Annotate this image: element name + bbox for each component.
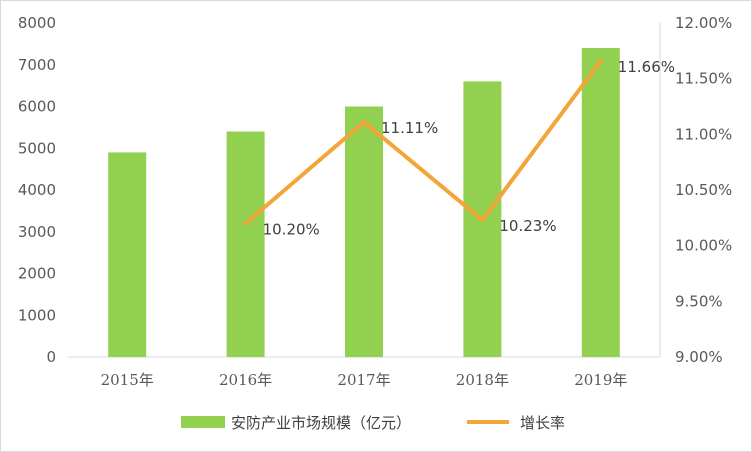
- legend: 安防产业市场规模（亿元） 增长率: [181, 414, 565, 432]
- legend-line-label: 增长率: [520, 414, 565, 432]
- x-tick-label: 2016年: [219, 371, 272, 389]
- y-left-tick-label: 8000: [18, 14, 56, 32]
- bar: [226, 131, 265, 357]
- y-left-tick-label: 2000: [18, 265, 56, 283]
- axes: 0 1000 2000 3000 4000 5000 6000 7000 8000 9.00% 9.…: [18, 14, 732, 389]
- y-right-tick-label: 11.00%: [675, 125, 732, 143]
- y-left-tick-label: 1000: [18, 306, 56, 324]
- line-point: [598, 58, 603, 63]
- y-right-tick-label: 9.50%: [675, 292, 723, 310]
- y-left-tick-label: 0: [46, 348, 56, 366]
- y-left-tick-label: 6000: [18, 98, 56, 116]
- bar: [581, 48, 620, 358]
- legend-bar-swatch: [181, 416, 225, 428]
- data-label: 11.66%: [618, 58, 675, 76]
- y-left-tick-label: 5000: [18, 139, 56, 157]
- legend-bar-label: 安防产业市场规模（亿元）: [231, 414, 411, 432]
- y-right-tick-label: 9.00%: [675, 348, 723, 366]
- y-left-tick-label: 3000: [18, 223, 56, 241]
- data-labels: 10.20% 11.11% 10.23% 11.66%: [263, 58, 675, 239]
- bar: [108, 152, 147, 357]
- y-right-tick-label: 11.50%: [675, 70, 732, 88]
- bar: [345, 106, 383, 357]
- watermark: 搜狐号@智华有策: [623, 428, 736, 445]
- x-tick-label: 2015年: [101, 371, 154, 389]
- line-point: [480, 218, 485, 223]
- line-point: [243, 221, 248, 226]
- x-tick-label: 2018年: [456, 371, 509, 389]
- y-left-tick-label: 7000: [18, 56, 56, 74]
- line-point: [362, 120, 366, 125]
- data-label: 11.11%: [381, 119, 438, 137]
- y-right-tick-label: 10.00%: [675, 237, 732, 255]
- y-right-tick-label: 12.00%: [675, 14, 732, 32]
- growth-line: [243, 58, 603, 226]
- data-label: 10.23%: [499, 217, 556, 235]
- line-series: [243, 58, 603, 226]
- data-label: 10.20%: [263, 220, 320, 238]
- watermark-text: 搜狐号@智华有策: [623, 428, 736, 445]
- y-left-tick-label: 4000: [18, 181, 56, 199]
- x-tick-label: 2019年: [574, 371, 627, 389]
- y-right-tick-label: 10.50%: [675, 181, 732, 199]
- x-tick-label: 2017年: [337, 371, 390, 389]
